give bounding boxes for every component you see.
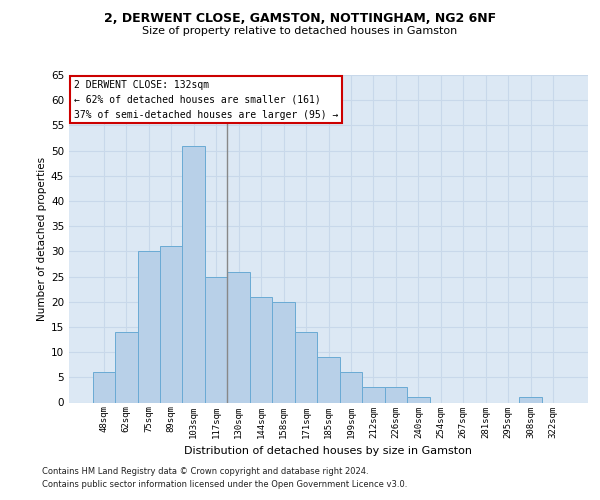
- Bar: [362, 388, 385, 402]
- Bar: [115, 332, 137, 402]
- Bar: [182, 146, 205, 402]
- Bar: [520, 398, 542, 402]
- Text: 2 DERWENT CLOSE: 132sqm
← 62% of detached houses are smaller (161)
37% of semi-d: 2 DERWENT CLOSE: 132sqm ← 62% of detache…: [74, 80, 338, 120]
- Bar: [137, 252, 160, 402]
- Y-axis label: Number of detached properties: Number of detached properties: [37, 156, 47, 321]
- Bar: [250, 296, 272, 403]
- Bar: [340, 372, 362, 402]
- Text: Size of property relative to detached houses in Gamston: Size of property relative to detached ho…: [142, 26, 458, 36]
- Bar: [227, 272, 250, 402]
- Bar: [407, 398, 430, 402]
- Text: Contains HM Land Registry data © Crown copyright and database right 2024.: Contains HM Land Registry data © Crown c…: [42, 467, 368, 476]
- Bar: [317, 357, 340, 403]
- X-axis label: Distribution of detached houses by size in Gamston: Distribution of detached houses by size …: [185, 446, 473, 456]
- Bar: [160, 246, 182, 402]
- Text: 2, DERWENT CLOSE, GAMSTON, NOTTINGHAM, NG2 6NF: 2, DERWENT CLOSE, GAMSTON, NOTTINGHAM, N…: [104, 12, 496, 26]
- Bar: [272, 302, 295, 402]
- Bar: [205, 276, 227, 402]
- Bar: [92, 372, 115, 402]
- Bar: [295, 332, 317, 402]
- Bar: [385, 388, 407, 402]
- Text: Contains public sector information licensed under the Open Government Licence v3: Contains public sector information licen…: [42, 480, 407, 489]
